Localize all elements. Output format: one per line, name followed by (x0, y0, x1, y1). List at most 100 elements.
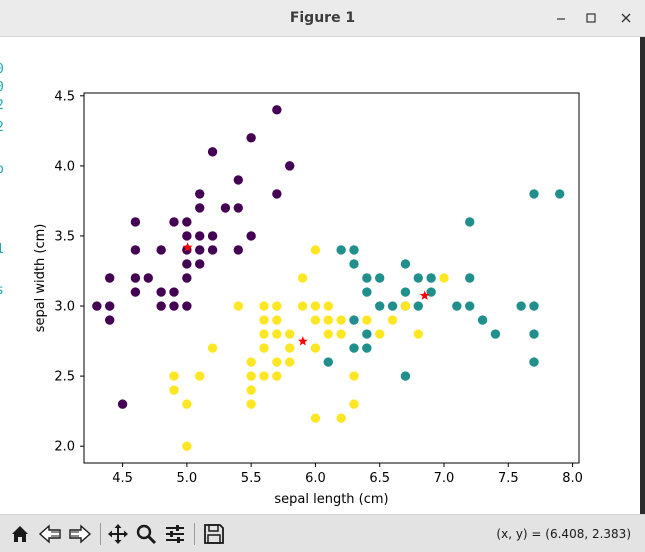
scatter-chart: 4.5 5.0 5.5 6.0 6.5 7.0 7.5 8.0 2.0 2.5 3.0 3.5 4.0 4… (33, 89, 583, 507)
scatter-point-cluster-1 (529, 357, 539, 367)
scatter-point-cluster-2 (259, 329, 269, 339)
scatter-point-cluster-0 (130, 245, 141, 255)
scatter-point-cluster-0 (195, 189, 205, 199)
zoom-button[interactable] (134, 522, 158, 546)
scatter-point-cluster-0 (233, 203, 243, 213)
scatter-point-cluster-1 (400, 371, 411, 381)
x-tick-label: 6.0 (305, 471, 326, 486)
y-tick-label: 2.5 (54, 370, 75, 385)
scatter-point-cluster-1 (555, 189, 565, 199)
configure-button[interactable] (163, 522, 187, 546)
x-tick-label: 5.0 (177, 471, 198, 486)
scatter-point-cluster-2 (323, 315, 333, 325)
scatter-point-cluster-0 (246, 133, 256, 143)
scatter-point-cluster-2 (310, 301, 321, 311)
y-tick-label: 3.5 (54, 229, 75, 244)
scatter-point-cluster-2 (285, 329, 295, 339)
centroid-marker (419, 290, 430, 300)
home-button[interactable] (8, 522, 32, 546)
x-axis-label: sepal length (cm) (274, 492, 388, 507)
scatter-point-cluster-1 (362, 329, 372, 339)
scatter-point-cluster-2 (285, 343, 295, 353)
scatter-point-cluster-0 (130, 217, 141, 227)
maximize-button[interactable] (578, 6, 604, 30)
scatter-point-cluster-1 (349, 343, 359, 353)
scatter-point-cluster-1 (375, 301, 385, 311)
scatter-point-cluster-1 (426, 273, 436, 283)
x-tick-label: 4.5 (112, 471, 133, 486)
scatter-point-cluster-2 (259, 371, 269, 381)
scatter-point-cluster-0 (169, 287, 179, 297)
y-axis-label: sepal width (cm) (33, 224, 48, 333)
scatter-point-cluster-0 (182, 231, 192, 241)
pan-icon (108, 524, 128, 544)
x-tick-label: 8.0 (562, 471, 583, 486)
scatter-point-cluster-1 (477, 315, 488, 325)
scatter-point-cluster-2 (272, 315, 282, 325)
left-edge-strip: 0 0 2 2 p 1 s (0, 37, 5, 514)
scatter-point-cluster-2 (310, 413, 321, 423)
window-titlebar: Figure 1 (0, 0, 645, 37)
save-button[interactable] (202, 522, 226, 546)
scatter-point-cluster-1 (349, 259, 359, 269)
scatter-point-cluster-0 (233, 245, 243, 255)
scatter-point-cluster-1 (529, 189, 539, 199)
navigation-toolbar: (x, y) = (6.408, 2.383) (0, 514, 645, 552)
scatter-point-cluster-2 (272, 301, 282, 311)
scatter-point-cluster-1 (465, 217, 475, 227)
scatter-point-cluster-0 (285, 161, 295, 171)
scatter-point-cluster-1 (362, 287, 372, 297)
scatter-point-cluster-1 (336, 245, 346, 255)
scatter-point-cluster-2 (195, 371, 205, 381)
scatter-point-cluster-1 (452, 301, 462, 311)
forward-button[interactable] (68, 522, 92, 546)
scatter-point-cluster-0 (195, 203, 205, 213)
scatter-point-cluster-2 (297, 301, 308, 311)
right-edge-strip (640, 37, 645, 514)
scatter-point-cluster-2 (246, 385, 256, 395)
close-button[interactable] (613, 6, 639, 30)
close-icon (621, 13, 631, 23)
scatter-point-cluster-0 (195, 259, 205, 269)
centroid-marker (182, 242, 193, 252)
y-tick-label: 2.0 (54, 440, 75, 455)
scatter-point-cluster-2 (182, 399, 192, 409)
scatter-point-cluster-0 (130, 273, 141, 283)
pan-button[interactable] (106, 522, 130, 546)
back-button[interactable] (38, 522, 62, 546)
scatter-point-cluster-2 (336, 315, 346, 325)
scatter-point-cluster-2 (439, 273, 449, 283)
axes-frame (83, 92, 580, 464)
scatter-point-cluster-2 (310, 245, 321, 255)
scatter-point-cluster-0 (105, 301, 115, 311)
save-icon (204, 524, 224, 544)
scatter-point-cluster-0 (130, 287, 141, 297)
scatter-point-cluster-2 (246, 371, 256, 381)
scatter-point-cluster-0 (272, 105, 282, 115)
scatter-point-cluster-0 (143, 273, 153, 283)
scatter-point-cluster-1 (529, 329, 539, 339)
scatter-point-cluster-0 (195, 245, 205, 255)
scatter-point-cluster-1 (362, 273, 372, 283)
scatter-point-cluster-1 (516, 301, 526, 311)
scatter-point-cluster-1 (529, 301, 539, 311)
scatter-point-cluster-2 (207, 343, 218, 353)
home-icon (12, 526, 28, 542)
scatter-point-cluster-2 (310, 343, 321, 353)
x-tick-label: 7.5 (498, 471, 519, 486)
scatter-point-cluster-0 (156, 301, 166, 311)
scatter-point-cluster-0 (169, 301, 179, 311)
y-tick-label: 3.0 (54, 300, 75, 315)
scatter-point-cluster-0 (105, 273, 115, 283)
scatter-point-cluster-2 (400, 301, 411, 311)
scatter-point-cluster-2 (413, 329, 423, 339)
y-tick-label: 4.5 (54, 89, 75, 104)
minimize-button[interactable] (548, 6, 574, 30)
minimize-icon (557, 18, 565, 20)
scatter-point-cluster-1 (349, 315, 359, 325)
scatter-point-cluster-2 (272, 357, 282, 367)
scatter-point-cluster-2 (169, 371, 179, 381)
scatter-point-cluster-2 (336, 329, 346, 339)
scatter-point-cluster-1 (413, 301, 423, 311)
scatter-point-cluster-0 (182, 217, 192, 227)
